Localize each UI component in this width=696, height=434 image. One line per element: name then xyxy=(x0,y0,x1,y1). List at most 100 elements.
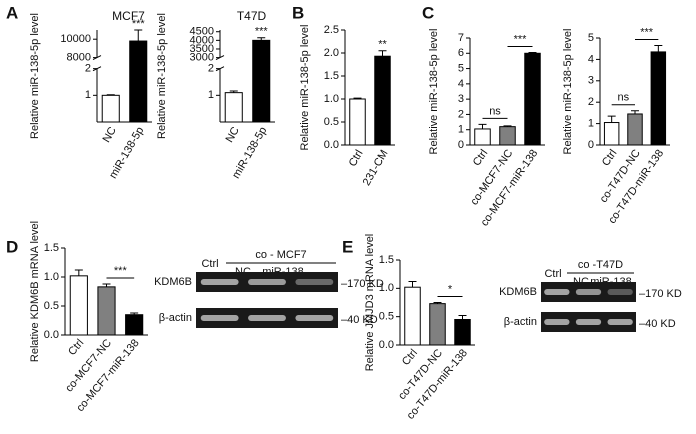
error-bar xyxy=(654,44,663,52)
y-tick-label: 7 xyxy=(458,32,464,44)
bar xyxy=(429,303,446,346)
blot-band xyxy=(607,289,633,295)
y-axis-label: Relative miR-138-5p level xyxy=(428,29,440,155)
y-tick-label: 8000 xyxy=(67,52,91,64)
lane-label: Ctrl xyxy=(201,258,218,270)
y-tick-label: 0.5 xyxy=(44,300,59,312)
x-tick-label: Ctrl xyxy=(400,347,420,368)
y-tick-label: 3 xyxy=(458,93,464,105)
row-label: β-actin xyxy=(159,312,192,324)
error-bar xyxy=(503,125,512,127)
bar xyxy=(650,51,667,146)
error-bar xyxy=(102,283,111,287)
x-tick-label: Ctrl xyxy=(347,148,366,169)
y-tick-label: 1 xyxy=(588,118,594,130)
chart-title: T47D xyxy=(237,9,267,23)
y-tick-label: 3000 xyxy=(190,52,214,64)
blot-band xyxy=(607,319,633,325)
error-bar xyxy=(74,269,83,276)
y-tick-label: 6 xyxy=(458,47,464,59)
y-tick-label: 4 xyxy=(588,53,594,65)
panel-letter: A xyxy=(6,3,18,22)
panel-letter: E xyxy=(342,237,353,256)
y-tick-label: 2 xyxy=(208,63,214,75)
bar xyxy=(474,128,491,146)
y-axis-label: Relative JMJD3 mRNA level xyxy=(364,234,376,372)
bar xyxy=(499,126,516,146)
y-axis-label: Relative miR-138-5p level xyxy=(299,25,311,151)
error-bar xyxy=(257,37,266,41)
error-bar xyxy=(631,110,639,114)
y-tick-label: 2.5 xyxy=(324,24,339,36)
y-tick-label: 2.0 xyxy=(324,47,339,59)
bar xyxy=(129,40,148,123)
y-tick-label: 4 xyxy=(458,78,464,90)
error-bar xyxy=(433,302,442,304)
bar xyxy=(374,55,391,146)
y-tick-label: 0.0 xyxy=(44,329,59,341)
y-tick-label: 2 xyxy=(458,108,464,120)
x-tick-label: Ctrl xyxy=(471,148,491,169)
significance: *** xyxy=(132,18,146,30)
size-marker: –40 KD xyxy=(341,314,378,326)
y-tick-label: 0.5 xyxy=(379,311,394,323)
y-tick-label: 1.5 xyxy=(44,242,59,254)
bar xyxy=(252,39,271,123)
blot-band xyxy=(544,289,570,295)
lane-label: Ctrl xyxy=(544,268,561,280)
y-tick-label: 0.5 xyxy=(324,116,339,128)
error-bar xyxy=(106,94,115,96)
y-axis-label: Relative miR-138-5p level xyxy=(562,29,574,155)
significance: *** xyxy=(255,26,269,38)
size-marker: –40 KD xyxy=(639,318,676,330)
y-tick-label: 4000 xyxy=(190,34,214,46)
y-tick-label: 1.0 xyxy=(379,282,394,294)
blot-band xyxy=(295,315,334,321)
blot-band xyxy=(575,289,602,295)
error-bar xyxy=(130,312,139,315)
row-label: β-actin xyxy=(504,316,537,328)
bar xyxy=(349,98,366,146)
significance: ** xyxy=(378,39,387,51)
blot-band xyxy=(575,319,602,325)
y-axis-label: Relative miR-138-5p level xyxy=(156,13,168,139)
blot-band xyxy=(248,315,286,321)
bar xyxy=(524,52,541,146)
error-bar xyxy=(458,315,467,320)
blot-band xyxy=(200,279,239,285)
y-axis-label: Relative KDM6B mRNA level xyxy=(29,221,41,362)
bar xyxy=(97,286,116,336)
error-bar xyxy=(408,281,417,288)
bar xyxy=(69,275,88,336)
y-tick-label: 1.0 xyxy=(44,271,59,283)
y-tick-label: 3 xyxy=(588,75,594,87)
size-marker: –170 KD xyxy=(341,278,384,290)
y-tick-label: 4500 xyxy=(190,26,214,38)
error-bar xyxy=(229,90,238,93)
error-bar xyxy=(378,50,387,57)
significance: * xyxy=(448,283,453,295)
bar xyxy=(454,319,471,346)
error-bar xyxy=(607,115,616,123)
y-tick-label: 3500 xyxy=(190,43,214,55)
significance: ns xyxy=(489,105,501,117)
x-tick-label: NC xyxy=(101,125,119,145)
y-tick-label: 1.5 xyxy=(324,70,339,82)
significance: *** xyxy=(514,33,528,45)
bar xyxy=(224,92,243,123)
panel-letter: B xyxy=(292,3,304,22)
y-tick-label: 0.0 xyxy=(379,339,394,351)
panel-letter: C xyxy=(422,3,434,22)
chart-title: MCF7 xyxy=(112,9,145,23)
panel-letter: D xyxy=(6,237,18,256)
x-tick-label: Ctrl xyxy=(66,337,86,358)
x-tick-label: NC xyxy=(224,125,242,145)
y-tick-label: 5 xyxy=(458,62,464,74)
y-tick-label: 1.0 xyxy=(324,93,339,105)
blot-header: co - MCF7 xyxy=(255,249,306,261)
y-tick-label: 0.0 xyxy=(324,139,339,151)
error-bar xyxy=(134,29,143,42)
blot-band xyxy=(544,319,570,325)
bar xyxy=(603,122,620,146)
blot-band xyxy=(295,279,334,285)
